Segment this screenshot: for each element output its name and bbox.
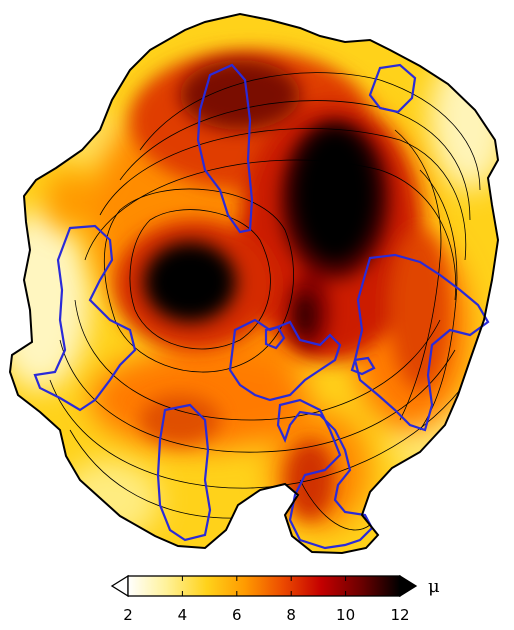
colorbar-tick-label: 8 xyxy=(286,606,296,624)
colorbar-tick-label: 4 xyxy=(178,606,188,624)
region-outline-small-1 xyxy=(264,325,286,350)
colorbar-unit-label: μ xyxy=(428,576,440,597)
colorbar-tick-label: 2 xyxy=(123,606,133,624)
region-outline-northeast xyxy=(368,63,417,114)
region-outline-center xyxy=(228,318,342,402)
region-outline-north xyxy=(196,63,254,234)
colorbar-gradient xyxy=(127,575,401,597)
colorbar-ticks xyxy=(127,576,401,596)
colorbar: 2 4 6 8 10 12 μ xyxy=(110,574,440,624)
region-outline-east xyxy=(353,253,490,432)
colorbar-extend-min xyxy=(110,574,129,598)
region-outline-small-2 xyxy=(350,356,376,376)
colorbar-extend-max xyxy=(399,574,418,598)
colorbar-tick-label: 10 xyxy=(336,606,355,624)
colorbar-tick-label: 6 xyxy=(232,606,242,624)
region-outline-west xyxy=(33,224,137,412)
region-outline-southwest xyxy=(156,403,212,542)
colorbar-tick-label: 12 xyxy=(390,606,409,624)
